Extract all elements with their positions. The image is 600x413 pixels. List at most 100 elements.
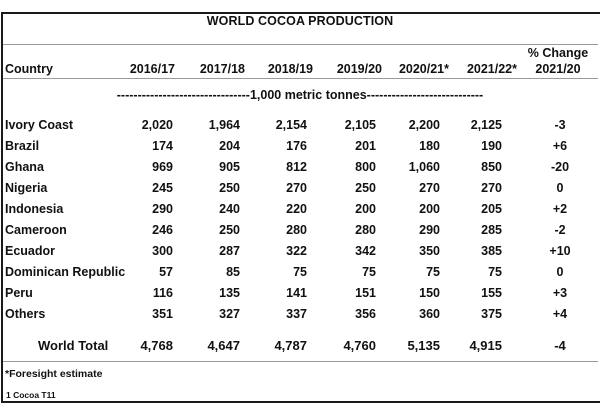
table-row: Dominican Republic 57 85 75 75 75 75 0	[0, 262, 600, 282]
country-name: Nigeria	[5, 181, 48, 195]
production-value: 75	[488, 265, 502, 279]
production-value: 245	[152, 181, 173, 195]
production-value: 270	[286, 181, 307, 195]
production-value: 250	[355, 181, 376, 195]
header-year-5: 2020/21*	[398, 62, 449, 76]
production-value: 1,964	[208, 118, 240, 132]
production-value: 322	[286, 244, 307, 258]
production-value: 151	[355, 286, 376, 300]
table-row: Ivory Coast 2,020 1,964 2,154 2,105 2,200 2,12…	[0, 115, 600, 135]
production-value: 180	[419, 139, 440, 153]
production-value: 155	[481, 286, 502, 300]
production-value: 351	[152, 307, 173, 321]
country-name: Cameroon	[5, 223, 67, 237]
production-value: 285	[481, 223, 502, 237]
production-value: 850	[481, 160, 502, 174]
production-value: 75	[426, 265, 440, 279]
production-value: 337	[286, 307, 307, 321]
country-name: Dominican Republic	[5, 265, 126, 279]
percent-change: -20	[550, 160, 570, 174]
source-label: 1 Cocoa T11	[6, 390, 56, 400]
percent-change: 0	[556, 181, 564, 195]
production-value: 385	[481, 244, 502, 258]
total-value: 4,768	[140, 338, 173, 353]
production-value: 150	[419, 286, 440, 300]
production-value: 250	[219, 181, 240, 195]
production-value: 270	[481, 181, 502, 195]
production-value: 240	[219, 202, 240, 216]
production-value: 969	[152, 160, 173, 174]
country-name: Indonesia	[5, 202, 64, 216]
country-name: Ecuador	[5, 244, 56, 258]
production-value: 116	[152, 286, 173, 300]
total-value: 5,135	[407, 338, 440, 353]
country-name: Brazil	[5, 139, 40, 153]
production-value: 905	[219, 160, 240, 174]
divider-header	[3, 78, 598, 79]
country-name: Ivory Coast	[5, 118, 74, 132]
percent-change: +4	[552, 307, 568, 321]
production-value: 280	[355, 223, 376, 237]
production-value: 287	[219, 244, 240, 258]
production-value: 2,020	[141, 118, 173, 132]
production-value: 2,200	[408, 118, 440, 132]
production-value: 342	[355, 244, 376, 258]
production-value: 356	[355, 307, 376, 321]
country-name: Ghana	[5, 160, 44, 174]
country-name: Peru	[5, 286, 33, 300]
production-value: 204	[219, 139, 240, 153]
production-value: 135	[219, 286, 240, 300]
production-value: 205	[481, 202, 502, 216]
header-year-6: 2021/22*	[466, 62, 517, 76]
production-value: 85	[226, 265, 240, 279]
production-value: 300	[152, 244, 173, 258]
percent-change: -2	[554, 223, 566, 237]
footnote: *Foresight estimate	[5, 368, 103, 380]
production-value: 327	[219, 307, 240, 321]
country-name: Others	[5, 307, 46, 321]
production-value: 270	[419, 181, 440, 195]
production-value: 290	[419, 223, 440, 237]
production-value: 800	[355, 160, 376, 174]
percent-change: +10	[549, 244, 571, 258]
total-label: World Total	[38, 338, 109, 353]
total-row: World Total 4,768 4,647 4,787 4,760 5,13…	[0, 336, 600, 356]
production-value: 174	[152, 139, 173, 153]
divider-total	[3, 361, 598, 362]
header-year-1: 2016/17	[129, 62, 175, 76]
units-label: --------------------------------1,000 me…	[116, 88, 484, 102]
production-value: 250	[219, 223, 240, 237]
header-year-4: 2019/20	[336, 62, 382, 76]
percent-change: +6	[552, 139, 568, 153]
table-frame	[1, 12, 600, 403]
production-value: 190	[481, 139, 502, 153]
total-value: 4,647	[207, 338, 240, 353]
production-value: 220	[286, 202, 307, 216]
production-value: 57	[159, 265, 173, 279]
percent-change: +3	[552, 286, 568, 300]
production-value: 375	[481, 307, 502, 321]
total-value: 4,787	[274, 338, 307, 353]
table-row: Others 351 327 337 356 360 375 +4	[0, 304, 600, 324]
production-value: 2,105	[344, 118, 376, 132]
table-row: Ghana 969 905 812 800 1,060 850 -20	[0, 157, 600, 177]
production-value: 201	[355, 139, 376, 153]
table-title: WORLD COCOA PRODUCTION	[206, 14, 394, 28]
production-value: 246	[152, 223, 173, 237]
production-value: 290	[152, 202, 173, 216]
divider-title	[3, 44, 598, 45]
total-value: 4,915	[469, 338, 502, 353]
production-value: 200	[355, 202, 376, 216]
table-row: Nigeria 245 250 270 250 270 270 0	[0, 178, 600, 198]
production-value: 280	[286, 223, 307, 237]
header-country: Country	[5, 62, 53, 76]
percent-change: -3	[554, 118, 566, 132]
production-value: 75	[362, 265, 376, 279]
production-value: 1,060	[408, 160, 440, 174]
percent-change: 0	[556, 265, 564, 279]
table-row: Cameroon 246 250 280 280 290 285 -2	[0, 220, 600, 240]
table-row: Peru 116 135 141 151 150 155 +3	[0, 283, 600, 303]
header-change-line1: % Change	[527, 46, 589, 60]
production-value: 2,125	[470, 118, 502, 132]
table-row: Brazil 174 204 176 201 180 190 +6	[0, 136, 600, 156]
